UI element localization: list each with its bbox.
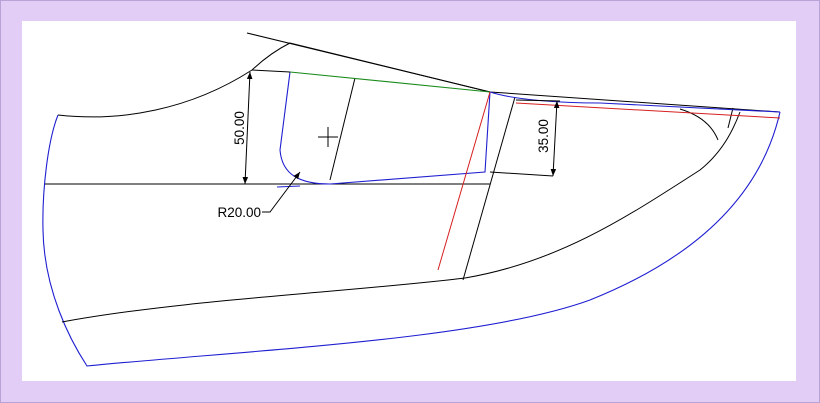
- radius-leader: [262, 171, 301, 213]
- drawing-canvas: [22, 21, 796, 381]
- guide-line-2: [462, 96, 516, 281]
- back-upper-curve: [57, 42, 491, 118]
- green-line: [289, 71, 491, 93]
- vamp-bottom: [276, 185, 301, 188]
- outer-contour: [42, 111, 781, 367]
- dim-35-extension: [515, 99, 561, 102]
- dim-35-arrow: [550, 100, 560, 177]
- top-outline: [246, 32, 781, 113]
- vamp-outline: [279, 71, 781, 185]
- red-line-diagonal: [437, 91, 491, 271]
- measure-base-35: [489, 171, 554, 177]
- dim-50-extension: [251, 69, 291, 73]
- dim-50-label: 50.00: [232, 111, 247, 145]
- red-line-toe: [515, 102, 781, 119]
- guide-line-1: [329, 77, 356, 181]
- toe-curve-1: [679, 108, 719, 141]
- dim-50-arrow: [242, 71, 253, 185]
- dim-35-label: 35.00: [536, 119, 551, 153]
- sole-line: [61, 111, 741, 323]
- toe-curve-2: [727, 107, 734, 129]
- radius-label: R20.00: [217, 205, 261, 220]
- center-cross: [318, 127, 338, 147]
